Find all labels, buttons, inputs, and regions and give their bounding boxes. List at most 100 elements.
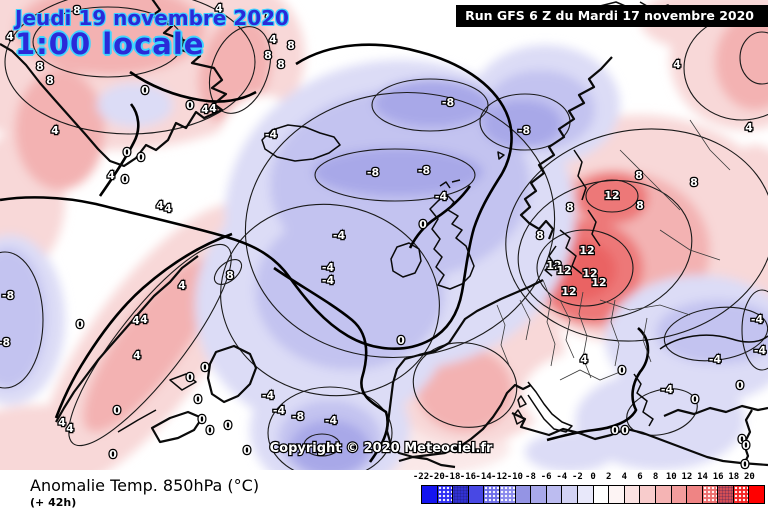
- levant-coast: [741, 409, 753, 469]
- corsica-sardinia-coast: [513, 395, 527, 425]
- contour-value-label: -8: [442, 96, 454, 109]
- contour-value-label: -8: [292, 410, 304, 423]
- contour-value-label: 8: [226, 269, 234, 282]
- legend-tick: 20: [744, 472, 755, 482]
- contour-value-label: 0: [198, 413, 206, 426]
- legend-cell: [687, 486, 703, 503]
- contour-value-label: 4: [215, 2, 223, 15]
- footer: Anomalie Temp. 850hPa (°C) (+ 42h) -22 -2…: [0, 470, 768, 512]
- norway-coast: [519, 56, 613, 240]
- contour-value-label: 4: [132, 314, 140, 327]
- contour-value-label: 4: [745, 121, 753, 134]
- contour-value-label: 8: [264, 49, 272, 62]
- contour-value-label: 4: [580, 353, 588, 366]
- contour-value-label: 8: [36, 60, 44, 73]
- legend-cell: [749, 486, 765, 503]
- contour-value-label: -8: [0, 336, 10, 349]
- greece-coast: [633, 373, 654, 427]
- nova-scotia-coast: [150, 410, 204, 444]
- contour-value-label: 12: [579, 244, 594, 257]
- contour-value-label: 8: [690, 176, 698, 189]
- contour-value-label: 8: [566, 201, 574, 214]
- legend-cell: [702, 486, 719, 503]
- contour-value-label: -8: [2, 289, 14, 302]
- contour-value-label: 8: [287, 39, 295, 52]
- legend-cell: [577, 486, 594, 503]
- legend-cell: [515, 486, 532, 503]
- contour-value-label: -4: [709, 353, 722, 366]
- contour-value-label: 0: [113, 404, 121, 417]
- legend-tick: -6: [540, 472, 552, 482]
- legend-tick: 8: [652, 472, 659, 482]
- country-borders: [496, 119, 731, 381]
- contour-value-label: 12: [591, 276, 606, 289]
- legend-cell: [531, 486, 547, 503]
- legend-cell: [437, 486, 454, 503]
- contour-value-label: 0: [201, 361, 209, 374]
- legend-tick: -12: [491, 472, 508, 482]
- legend-cell: [671, 486, 688, 503]
- forecast-hour: (+ 42h): [30, 496, 77, 509]
- contour-value-label: 8: [73, 4, 81, 17]
- newfoundland-coast: [206, 344, 258, 404]
- contour-value-label: -4: [325, 414, 338, 427]
- contour-value-label: 0: [137, 151, 145, 164]
- legend-tick: 16: [712, 472, 724, 482]
- legend-tick: 12: [681, 472, 693, 482]
- legend-cell: [422, 486, 438, 503]
- contour-value-label: 12: [546, 259, 561, 272]
- contour-value-label: 4: [66, 422, 74, 435]
- legend-tick: 4: [621, 472, 628, 482]
- labrador-coast: [55, 255, 199, 423]
- contour-value-label: 0: [738, 433, 746, 446]
- legend-tick: -16: [459, 472, 477, 482]
- italy-coast: [527, 381, 573, 433]
- legend-cell: [718, 486, 734, 503]
- contour-value-label: 8: [636, 199, 644, 212]
- contour-value-label: -8: [518, 124, 530, 137]
- legend-tick: -4: [556, 472, 568, 482]
- contour-value-label: 4: [673, 58, 681, 71]
- morocco-coast: [398, 455, 456, 469]
- legend-tick: -8: [525, 472, 536, 482]
- contour-value-label: 0: [76, 318, 84, 331]
- contour-value-label: 0: [736, 379, 744, 392]
- contour-value-label: 8: [46, 74, 54, 87]
- contour-value-label: 8: [635, 169, 643, 182]
- contour-value-label: 8: [265, 9, 273, 22]
- legend-cell: [499, 486, 516, 503]
- legend-tick: 14: [697, 472, 708, 482]
- contour-value-label: 0: [206, 424, 214, 437]
- contour-value-label: -8: [418, 164, 430, 177]
- legend-cell: [655, 486, 672, 503]
- contour-value-label: -4: [333, 229, 346, 242]
- legend-cell: [453, 486, 469, 503]
- contour-value-label: 4: [269, 33, 277, 46]
- contour-value-label: -4: [754, 344, 767, 357]
- legend-tick: -2: [571, 472, 583, 482]
- contour-value-label: 12: [582, 267, 597, 280]
- contour-value-label: 0: [618, 364, 626, 377]
- contour-value-label: 0: [742, 439, 750, 452]
- iceland-coast: [261, 124, 341, 162]
- legend-tick: -20: [428, 472, 445, 482]
- legend-tick-labels: -22 -20 -18 -16 -14 -12 -10 -8 -6 -4 -2 0 2 4 6 8 10 12 14…: [413, 472, 765, 484]
- contour-value-label: 0: [621, 424, 629, 437]
- legend-cell: [609, 486, 625, 503]
- black-sea-coast: [659, 334, 768, 350]
- legend-cell: [484, 486, 500, 503]
- contour-value-label: 0: [123, 146, 131, 159]
- contour-value-label: 4: [58, 416, 66, 429]
- model-run-banner: Run GFS 6 Z du Mardi 17 novembre 2020: [456, 5, 768, 27]
- denmark-coast: [544, 245, 557, 277]
- legend-cell: [733, 486, 750, 503]
- legend-color-bar: [421, 485, 765, 504]
- legend-cell: [624, 486, 641, 503]
- legend-cell: [593, 486, 610, 503]
- contour-value-label: 0: [121, 173, 129, 186]
- contour-value-label: 0: [186, 371, 194, 384]
- contour-value-label: 4: [156, 199, 164, 212]
- contour-value-label: -4: [265, 128, 278, 141]
